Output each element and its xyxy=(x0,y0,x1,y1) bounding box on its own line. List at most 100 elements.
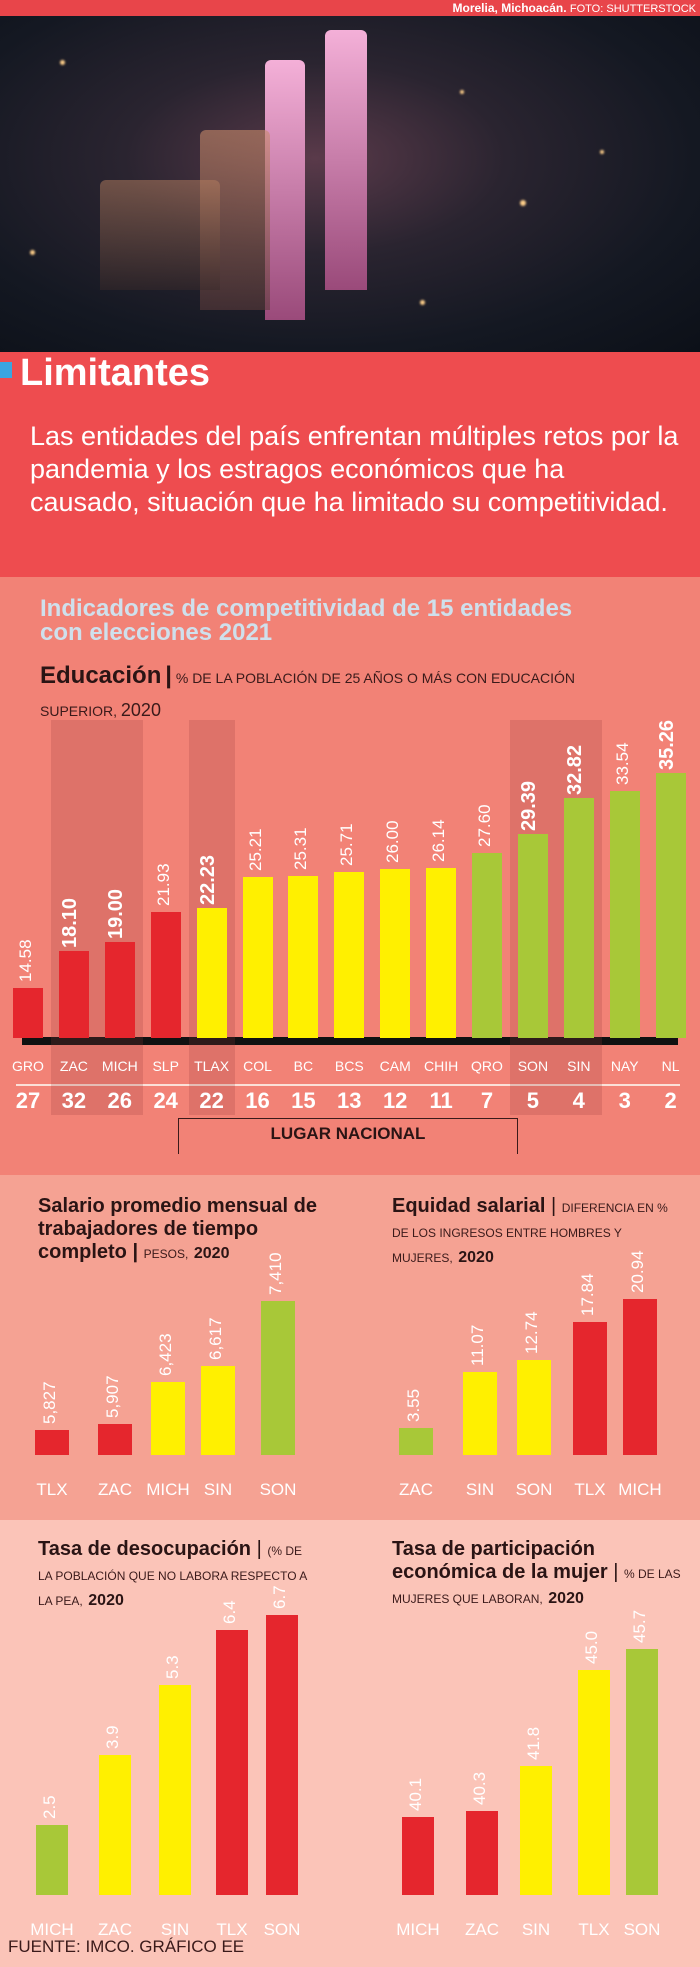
chart-subtitle: pesos, xyxy=(143,1247,189,1261)
rank-value: 16 xyxy=(245,1088,270,1113)
bar-mich xyxy=(151,1381,185,1455)
bar-qro xyxy=(472,852,502,1038)
chart-title: Educación xyxy=(40,662,162,689)
bar-bcs xyxy=(334,872,365,1038)
category-label: MICH xyxy=(618,1480,662,1499)
rank-value: 26 xyxy=(107,1088,133,1113)
caption-credit: FOTO: SHUTTERSTOCK xyxy=(569,3,696,15)
bar-sin xyxy=(463,1372,497,1455)
value-label: 18.10 xyxy=(58,898,81,949)
bar-sin xyxy=(563,798,594,1038)
education-title: Educación | % de la población de 25 años… xyxy=(40,662,575,720)
category-label: BCS xyxy=(334,1058,364,1074)
category-label: ZAC xyxy=(399,1480,433,1499)
category-label: SIN xyxy=(203,1480,233,1499)
value-label: 41.8 xyxy=(524,1726,543,1760)
value-label: 14.58 xyxy=(16,939,35,982)
rank-value: 11 xyxy=(429,1088,453,1113)
category-label: SON xyxy=(517,1058,549,1074)
value-label: 32.82 xyxy=(563,745,586,796)
bar-mich xyxy=(104,942,135,1038)
rank-value: 15 xyxy=(291,1088,316,1113)
bar-mich xyxy=(36,1825,68,1895)
rank-label: LUGAR NACIONAL xyxy=(270,1124,426,1143)
category-label: SLP xyxy=(152,1058,179,1074)
chart-subtitle: (% de la población que no labora respect… xyxy=(38,1544,307,1608)
header-photo xyxy=(0,0,700,352)
category-label: COL xyxy=(243,1058,272,1074)
category-label: CHIH xyxy=(423,1058,459,1074)
rank-value: 27 xyxy=(15,1088,41,1113)
value-label: 12.74 xyxy=(522,1311,541,1354)
value-label: 26.14 xyxy=(429,819,449,862)
chart-title: Equidad salarial xyxy=(392,1195,546,1217)
bar-col xyxy=(242,877,273,1038)
bar-sin xyxy=(520,1766,552,1895)
caption-location: Morelia, Michoacán. xyxy=(452,1,567,15)
bar-son xyxy=(517,833,548,1038)
category-label: MICH xyxy=(396,1920,440,1939)
value-label: 29.39 xyxy=(517,780,540,831)
bar-nay xyxy=(609,790,640,1038)
category-label: TLX xyxy=(216,1920,248,1939)
bar-gro xyxy=(13,987,43,1038)
bar-tlx xyxy=(578,1670,610,1895)
category-label: SIN xyxy=(160,1920,190,1939)
category-label: GRO xyxy=(12,1058,44,1074)
category-label: CAM xyxy=(379,1058,411,1074)
rank-value: 4 xyxy=(572,1088,585,1113)
rank-value: 7 xyxy=(480,1088,494,1113)
chart-title: Salario promedio mensual de trabajadores… xyxy=(38,1195,317,1263)
bar-bc xyxy=(288,876,319,1038)
bar-zac xyxy=(466,1811,498,1895)
category-label: NAY xyxy=(610,1058,639,1074)
chart-subtitle: diferencia en % de los ingresos entre ho… xyxy=(392,1201,668,1265)
rank-value: 32 xyxy=(61,1088,87,1113)
bar-zac xyxy=(99,1755,131,1895)
category-label: SON xyxy=(623,1920,661,1939)
value-label: 3.9 xyxy=(103,1725,122,1749)
highlight-band xyxy=(50,720,97,1115)
bar-sin xyxy=(201,1365,235,1455)
bar-son xyxy=(517,1359,551,1455)
value-label: 3.55 xyxy=(404,1388,423,1422)
chart-year: 2020 xyxy=(88,1592,124,1609)
chart-axis xyxy=(22,1037,678,1045)
category-label: MICH xyxy=(146,1480,190,1499)
rank-value: 2 xyxy=(664,1088,677,1113)
rank-value: 12 xyxy=(382,1088,408,1113)
rank-value: 22 xyxy=(199,1088,224,1113)
value-label: 11.07 xyxy=(468,1325,487,1367)
bar-zac xyxy=(98,1423,132,1455)
value-label: 6.4 xyxy=(220,1600,239,1624)
bar-zac xyxy=(58,951,89,1038)
rank-value: 3 xyxy=(618,1088,631,1113)
value-label: 19.00 xyxy=(104,888,127,939)
value-label: 27.60 xyxy=(475,804,494,847)
category-label: MICH xyxy=(101,1058,138,1074)
rank-value: 24 xyxy=(153,1088,178,1113)
bar-tlx xyxy=(35,1430,69,1455)
intro-text: Las entidades del país enfrentan múltipl… xyxy=(30,421,679,517)
rank-value: 5 xyxy=(526,1088,540,1113)
equity-chart-title: Equidad salarial | diferencia en % de lo… xyxy=(392,1195,668,1266)
bar-son xyxy=(626,1649,658,1895)
bar-cam xyxy=(380,869,411,1038)
value-label: 17.84 xyxy=(578,1273,597,1317)
bar-zac xyxy=(399,1427,433,1455)
chart-year: 2020 xyxy=(193,1245,230,1262)
bar-sin xyxy=(159,1685,191,1895)
bar-slp xyxy=(150,911,181,1038)
source-footer: FUENTE: IMCO. GRÁFICO EE xyxy=(8,1937,245,1956)
value-label: 25.21 xyxy=(245,828,265,872)
bar-nl xyxy=(655,772,686,1038)
chart-year: 2020 xyxy=(458,1249,494,1266)
rank-bracket xyxy=(178,1118,518,1154)
bar-son xyxy=(266,1615,298,1895)
category-label: SIN xyxy=(521,1920,551,1939)
photo-caption: Morelia, Michoacán. FOTO: SHUTTERSTOCK xyxy=(453,0,696,17)
value-label: 45.0 xyxy=(582,1630,601,1664)
bar-mich xyxy=(402,1817,434,1895)
value-label: 5,907 xyxy=(103,1375,122,1418)
value-label: 20.94 xyxy=(628,1250,647,1294)
